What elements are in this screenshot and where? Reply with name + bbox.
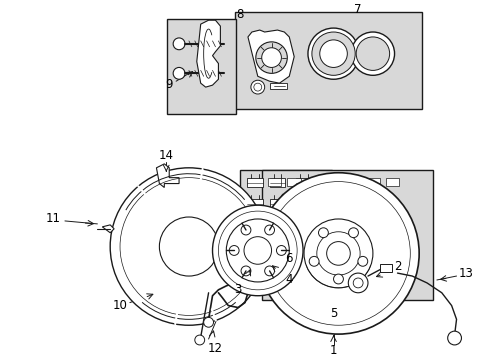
Text: 4: 4 xyxy=(285,274,292,287)
Bar xyxy=(240,170,331,251)
Polygon shape xyxy=(350,192,373,227)
Circle shape xyxy=(326,242,349,265)
Circle shape xyxy=(203,318,213,327)
Bar xyxy=(279,211,312,229)
Bar xyxy=(370,284,384,292)
Bar xyxy=(267,177,281,185)
Text: 14: 14 xyxy=(159,149,173,162)
Circle shape xyxy=(241,266,250,276)
Circle shape xyxy=(244,237,271,264)
Bar xyxy=(235,12,421,109)
Circle shape xyxy=(257,173,418,334)
Polygon shape xyxy=(320,192,346,227)
Circle shape xyxy=(347,273,367,293)
Circle shape xyxy=(229,246,239,255)
Circle shape xyxy=(311,32,354,75)
Text: 5: 5 xyxy=(329,307,337,320)
Circle shape xyxy=(212,205,303,296)
Circle shape xyxy=(264,266,274,276)
Bar xyxy=(246,199,262,209)
Polygon shape xyxy=(196,20,220,87)
Circle shape xyxy=(194,335,204,345)
Text: 1: 1 xyxy=(329,344,337,357)
Bar xyxy=(246,177,262,188)
Bar xyxy=(167,19,236,114)
Bar xyxy=(350,284,364,292)
Circle shape xyxy=(355,37,389,71)
Circle shape xyxy=(357,256,367,266)
Bar xyxy=(331,284,345,292)
Circle shape xyxy=(308,256,318,266)
Circle shape xyxy=(304,219,372,288)
Circle shape xyxy=(276,246,286,255)
Circle shape xyxy=(348,228,358,238)
Bar xyxy=(292,284,305,292)
Bar xyxy=(385,177,399,185)
Text: 7: 7 xyxy=(354,3,361,16)
Bar xyxy=(296,199,311,209)
Text: 9: 9 xyxy=(165,78,173,91)
Circle shape xyxy=(447,331,461,345)
Circle shape xyxy=(307,28,358,79)
Bar xyxy=(306,177,320,185)
Bar xyxy=(269,199,285,209)
Polygon shape xyxy=(277,194,314,229)
Bar xyxy=(287,177,301,185)
Circle shape xyxy=(173,38,184,50)
Circle shape xyxy=(350,32,394,75)
Circle shape xyxy=(241,225,250,235)
Circle shape xyxy=(261,48,281,67)
Circle shape xyxy=(319,40,346,67)
Polygon shape xyxy=(247,30,294,83)
Bar xyxy=(346,177,359,185)
Bar xyxy=(326,177,340,185)
Bar xyxy=(261,170,432,300)
Circle shape xyxy=(264,225,274,235)
Text: 11: 11 xyxy=(45,212,61,225)
Text: 6: 6 xyxy=(285,252,292,265)
Text: 8: 8 xyxy=(236,8,243,21)
Text: 12: 12 xyxy=(207,342,223,355)
Circle shape xyxy=(173,67,184,79)
Bar xyxy=(296,177,311,188)
Text: 3: 3 xyxy=(234,283,241,296)
Polygon shape xyxy=(102,225,114,233)
Circle shape xyxy=(226,219,289,282)
Circle shape xyxy=(255,42,287,73)
Text: 2: 2 xyxy=(393,260,401,273)
Text: 10: 10 xyxy=(112,299,127,312)
Bar xyxy=(269,83,287,89)
Bar xyxy=(272,284,286,292)
Bar xyxy=(379,264,391,272)
Circle shape xyxy=(333,274,343,284)
Circle shape xyxy=(250,80,264,94)
Bar xyxy=(311,284,325,292)
Bar xyxy=(322,209,345,225)
Bar xyxy=(366,177,379,185)
Bar xyxy=(246,221,262,231)
Bar xyxy=(269,177,285,188)
Polygon shape xyxy=(156,164,179,188)
Circle shape xyxy=(159,217,218,276)
Bar xyxy=(269,221,285,231)
Bar xyxy=(390,284,404,292)
Circle shape xyxy=(318,228,327,238)
Text: 13: 13 xyxy=(458,267,473,280)
Circle shape xyxy=(110,168,267,325)
